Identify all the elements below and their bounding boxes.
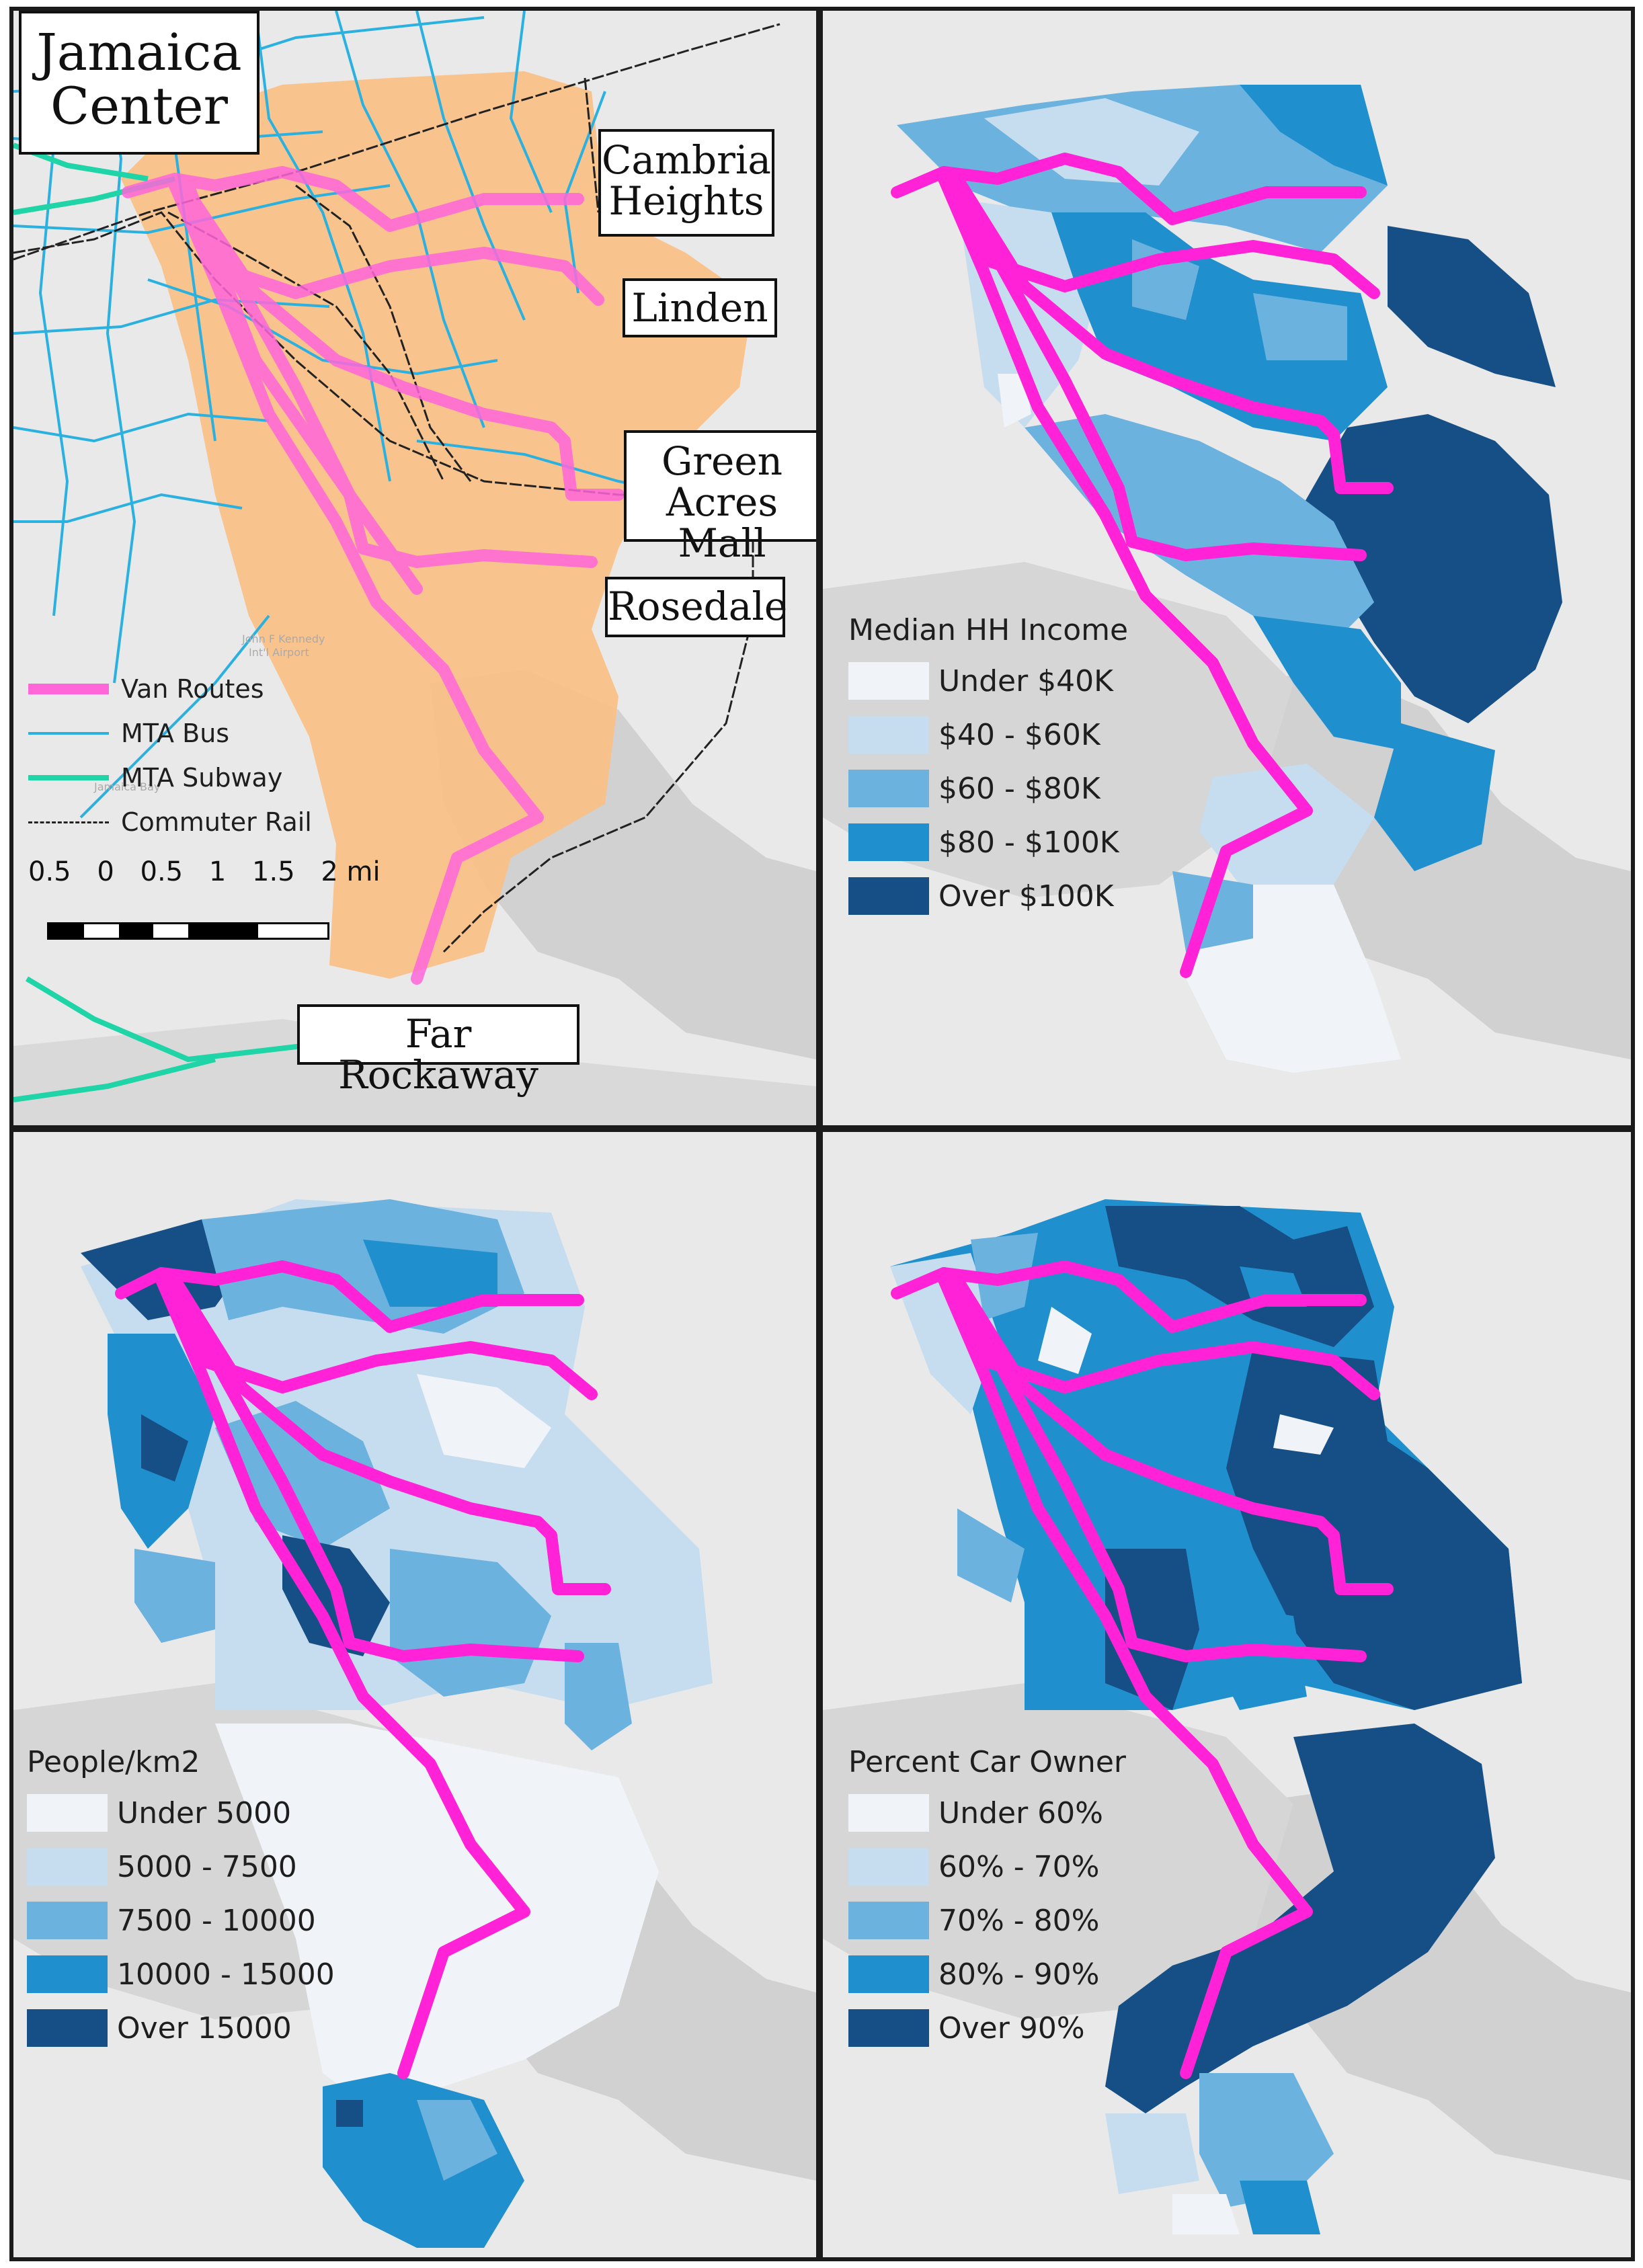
income-swatch-4 — [848, 877, 929, 915]
basemap-label-airport: Int'l Airport — [249, 646, 309, 659]
density-swatch-1 — [27, 1848, 108, 1886]
overview-legend: Van Routes MTA Bus MTA Subway Commuter R… — [28, 667, 312, 844]
density-map-panel: People/km2 Under 5000 5000 - 7500 7500 -… — [9, 1128, 820, 2261]
density-swatch-2 — [27, 1902, 108, 1939]
van-routes — [122, 166, 625, 985]
label-cambria-heights: Cambria Heights — [598, 129, 774, 237]
car-legend-row: Over 90% — [848, 2001, 1126, 2055]
legend-mta-bus: MTA Bus — [28, 711, 312, 756]
legend-van-routes: Van Routes — [28, 667, 312, 711]
income-legend-row: $40 - $60K — [848, 708, 1128, 762]
label-far-rockaway: Far Rockaway — [297, 1004, 579, 1095]
density-legend-row: Under 5000 — [27, 1786, 335, 1840]
income-swatch-0 — [848, 662, 929, 700]
income-legend: Median HH Income Under $40K $40 - $60K $… — [848, 613, 1128, 923]
legend-mta-subway: MTA Subway — [28, 756, 312, 800]
income-map-panel: Median HH Income Under $40K $40 - $60K $… — [819, 7, 1635, 1129]
income-swatch-3 — [848, 823, 929, 861]
income-swatch-1 — [848, 716, 929, 754]
car-swatch-4 — [848, 2009, 929, 2047]
van-routes — [891, 1260, 1394, 2079]
density-swatch-4 — [27, 2009, 108, 2047]
label-jamaica-center: Jamaica Center — [19, 11, 259, 155]
car-legend-row: 70% - 80% — [848, 1894, 1126, 1947]
income-legend-row: $60 - $80K — [848, 762, 1128, 815]
income-legend-title: Median HH Income — [848, 613, 1129, 647]
car-legend-row: 80% - 90% — [848, 1947, 1126, 2001]
car-legend: Percent Car Owner Under 60% 60% - 70% 70… — [848, 1745, 1126, 2055]
car-ownership-map-panel: Percent Car Owner Under 60% 60% - 70% 70… — [819, 1128, 1635, 2261]
label-green-acres-mall: Green Acres Mall — [624, 430, 816, 563]
basemap-label-bay: Jamaica Bay — [93, 780, 160, 793]
income-legend-row: Under $40K — [848, 654, 1128, 708]
density-swatch-3 — [27, 1955, 108, 1993]
income-map — [823, 11, 1631, 1125]
density-legend: People/km2 Under 5000 5000 - 7500 7500 -… — [27, 1745, 335, 2055]
van-routes — [115, 1260, 611, 2079]
car-swatch-0 — [848, 1794, 929, 1832]
car-legend-title: Percent Car Owner — [848, 1745, 1126, 1779]
car-legend-row: Under 60% — [848, 1786, 1126, 1840]
density-legend-row: 7500 - 10000 — [27, 1894, 335, 1947]
basemap-label-jfk: John F Kennedy — [241, 633, 325, 645]
income-swatch-2 — [848, 770, 929, 807]
car-ownership-map — [823, 1132, 1631, 2257]
density-legend-row: Over 15000 — [27, 2001, 335, 2055]
car-swatch-1 — [848, 1848, 929, 1886]
label-rosedale: Rosedale — [605, 577, 787, 637]
income-legend-row: Over $100K — [848, 869, 1128, 923]
van-routes — [891, 153, 1394, 978]
scale-bar — [47, 922, 329, 940]
overview-map-panel: John F Kennedy Int'l Airport Jamaica Bay… — [9, 7, 820, 1129]
legend-commuter-rail: Commuter Rail — [28, 800, 312, 844]
density-legend-row: 10000 - 15000 — [27, 1947, 335, 2001]
density-swatch-0 — [27, 1794, 108, 1832]
label-linden: Linden — [623, 278, 777, 337]
car-swatch-2 — [848, 1902, 929, 1939]
income-legend-row: $80 - $100K — [848, 815, 1128, 869]
scale-bar-labels: 0.5 0 0.5 1 1.5 2 mi — [28, 856, 380, 887]
car-swatch-3 — [848, 1955, 929, 1993]
density-legend-row: 5000 - 7500 — [27, 1840, 335, 1894]
density-map — [13, 1132, 816, 2257]
density-legend-title: People/km2 — [27, 1745, 200, 1779]
car-legend-row: 60% - 70% — [848, 1840, 1126, 1894]
